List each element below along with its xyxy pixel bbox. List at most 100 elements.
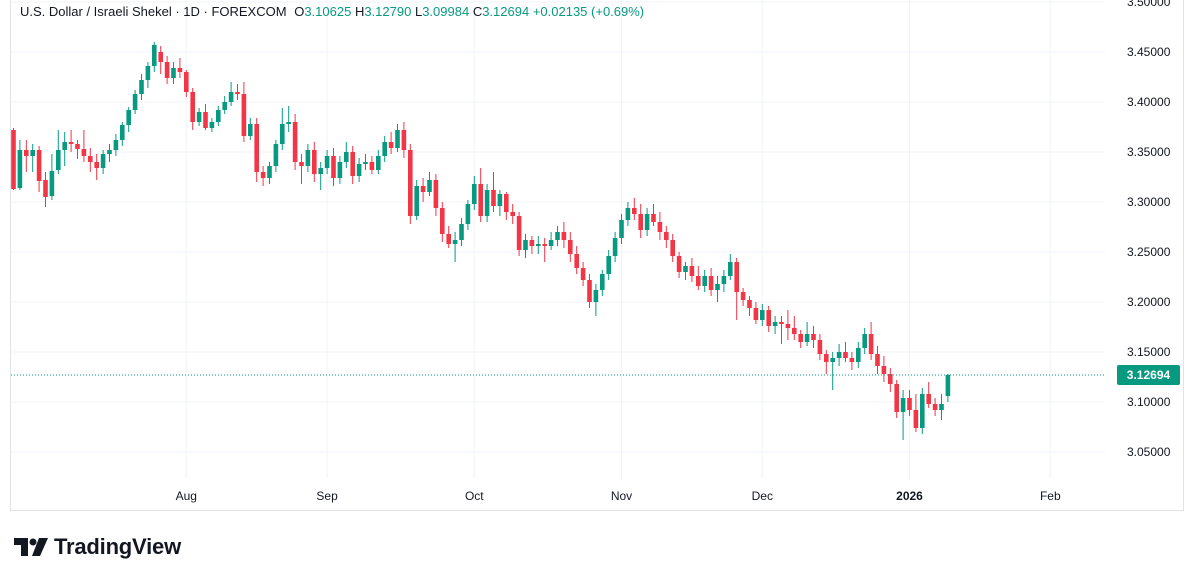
- candle-body: [836, 352, 842, 358]
- candle: [625, 202, 631, 226]
- candle-body: [158, 52, 163, 62]
- candle: [228, 82, 234, 106]
- candle-body: [267, 166, 272, 178]
- candle-body: [881, 366, 887, 374]
- candle: [337, 156, 343, 184]
- candle-body: [632, 208, 637, 214]
- candle: [600, 270, 605, 296]
- candle: [312, 142, 317, 182]
- candle-body: [24, 150, 29, 156]
- x-tick-label: Oct: [465, 489, 484, 503]
- y-tick-label: 3.45000: [1127, 45, 1171, 59]
- candle: [785, 310, 791, 340]
- x-tick-label: Dec: [752, 489, 773, 503]
- candle: [715, 276, 720, 302]
- candle-body: [420, 186, 426, 192]
- candle: [612, 232, 618, 262]
- candle: [926, 382, 931, 408]
- candle-body: [446, 234, 451, 244]
- candle: [292, 114, 298, 170]
- candle: [881, 356, 887, 382]
- candle: [209, 118, 215, 132]
- candle-body: [286, 122, 291, 124]
- candle-body: [472, 184, 477, 204]
- candle: [401, 122, 407, 158]
- candle: [17, 140, 23, 190]
- y-tick-label: 3.15000: [1127, 345, 1171, 359]
- tradingview-logo[interactable]: TradingView: [14, 534, 181, 560]
- candle-body: [715, 284, 720, 290]
- legend-high: 3.12790: [364, 4, 412, 19]
- candle-body: [932, 404, 938, 410]
- candle: [484, 184, 490, 222]
- candle: [561, 222, 567, 248]
- candle-body: [612, 238, 618, 256]
- candle: [318, 162, 323, 190]
- candle: [139, 74, 144, 100]
- candle: [529, 236, 535, 254]
- x-tick-label: Aug: [176, 489, 197, 503]
- candle: [382, 136, 387, 162]
- candle: [491, 172, 496, 212]
- candle-body: [75, 144, 80, 149]
- candle: [273, 140, 279, 172]
- candle-body: [587, 280, 592, 302]
- candle: [632, 198, 637, 220]
- y-tick-label: 3.25000: [1127, 245, 1171, 259]
- candle: [299, 154, 304, 184]
- last-price-line: 3.12694: [11, 365, 1180, 386]
- candle: [849, 352, 855, 370]
- candle-body: [235, 92, 240, 94]
- candle-body: [760, 310, 765, 320]
- candle: [248, 118, 253, 140]
- candle-body: [683, 266, 688, 272]
- candle-body: [657, 222, 663, 232]
- candle: [164, 56, 170, 84]
- y-tick-label: 3.05000: [1127, 445, 1171, 459]
- candle: [145, 62, 151, 88]
- time-axis: Aug Sep Oct Nov Dec 2026 Feb: [176, 489, 1061, 503]
- candle-body: [190, 92, 195, 122]
- candle-body: [196, 112, 202, 122]
- candle: [260, 166, 266, 186]
- candle: [843, 342, 848, 362]
- candle: [132, 90, 138, 114]
- candle: [894, 380, 899, 418]
- candle: [305, 144, 311, 172]
- candle: [267, 162, 272, 184]
- candle: [516, 212, 522, 256]
- candle: [120, 122, 125, 146]
- candle: [350, 146, 355, 184]
- candle-body: [120, 125, 125, 140]
- candle-body: [248, 124, 253, 136]
- candle-body: [939, 404, 944, 410]
- candle-body: [273, 144, 279, 166]
- candle: [683, 262, 688, 280]
- candle-body: [491, 190, 496, 206]
- candle-body: [171, 68, 176, 78]
- candle-body: [868, 334, 874, 354]
- candle: [43, 172, 48, 207]
- candle: [414, 180, 419, 220]
- candle: [913, 394, 919, 432]
- candle-body: [593, 290, 599, 302]
- candle-body: [459, 224, 464, 240]
- candle-body: [651, 214, 656, 222]
- candle-body: [408, 150, 413, 216]
- candle-body: [427, 180, 432, 192]
- candle-body: [734, 262, 739, 292]
- candle: [670, 234, 675, 262]
- candle-body: [107, 150, 112, 154]
- candle: [56, 130, 61, 174]
- candle: [254, 118, 259, 182]
- candle: [932, 398, 938, 416]
- candle-body: [728, 262, 733, 276]
- candle-body: [606, 256, 611, 274]
- candle: [433, 174, 439, 216]
- candle: [696, 266, 701, 290]
- candle: [734, 258, 739, 320]
- candle-body: [203, 112, 208, 128]
- y-tick-label: 3.35000: [1127, 145, 1171, 159]
- candle: [792, 316, 797, 340]
